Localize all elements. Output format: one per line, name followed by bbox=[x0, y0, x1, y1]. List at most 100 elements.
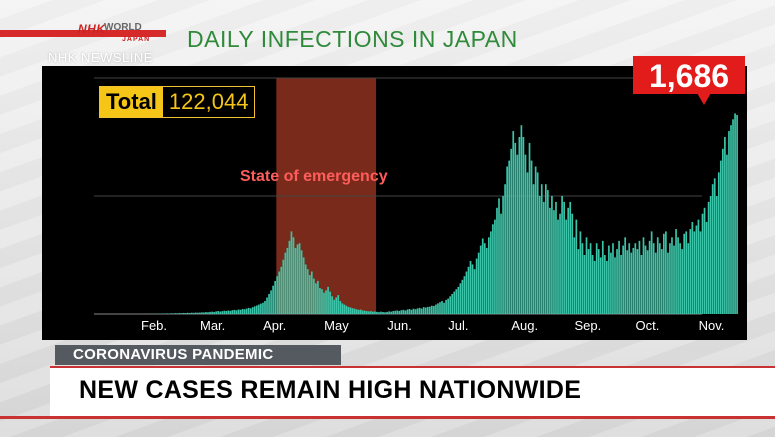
bar-may-3 bbox=[327, 286, 329, 314]
bar-may-6 bbox=[333, 299, 336, 314]
bar-jun-17 bbox=[418, 307, 421, 314]
bar-mar-1 bbox=[199, 312, 201, 314]
bar-apr-23 bbox=[306, 269, 309, 314]
bar-nov-16 bbox=[728, 131, 730, 314]
bar-oct-29 bbox=[691, 221, 694, 314]
bar-jul-18 bbox=[481, 238, 484, 314]
bar-apr-5 bbox=[270, 290, 272, 314]
bar-apr-14 bbox=[288, 240, 291, 314]
bar-jun-15 bbox=[414, 309, 417, 314]
program-tag: CORONAVIRUS PANDEMIC bbox=[55, 345, 341, 365]
bar-mar-11 bbox=[219, 311, 222, 314]
bar-feb-20 bbox=[178, 313, 181, 314]
bar-mar-4 bbox=[205, 312, 207, 314]
bar-oct-28 bbox=[689, 229, 692, 314]
bar-may-14 bbox=[349, 307, 352, 314]
total-label: Total bbox=[100, 87, 163, 117]
bar-feb-29 bbox=[196, 312, 199, 314]
bar-oct-16 bbox=[665, 231, 667, 314]
bar-nov-11 bbox=[717, 172, 720, 314]
bar-aug-25 bbox=[559, 213, 561, 314]
bar-mar-26 bbox=[249, 308, 252, 314]
bar-jul-9 bbox=[463, 276, 466, 314]
bar-sep-26 bbox=[624, 237, 627, 314]
bar-oct-13 bbox=[658, 243, 661, 314]
bar-jul-29 bbox=[504, 184, 506, 314]
bar-apr-9 bbox=[278, 271, 281, 314]
bar-mar-3 bbox=[203, 312, 205, 314]
bar-apr-18 bbox=[296, 244, 299, 314]
bar-sep-16 bbox=[603, 255, 606, 314]
bar-aug-19 bbox=[547, 190, 549, 314]
bar-mar-10 bbox=[217, 311, 220, 314]
bar-oct-18 bbox=[669, 243, 671, 314]
bar-jun-30 bbox=[445, 299, 447, 314]
bar-aug-10 bbox=[528, 142, 531, 314]
bar-may-2 bbox=[325, 290, 327, 314]
bar-apr-1 bbox=[262, 302, 264, 314]
bar-apr-28 bbox=[317, 280, 319, 314]
state-of-emergency-label: State of emergency bbox=[240, 168, 388, 185]
bar-feb-27 bbox=[192, 312, 195, 314]
bar-aug-31 bbox=[571, 213, 574, 314]
bar-apr-15 bbox=[290, 231, 293, 314]
bar-nov-10 bbox=[715, 196, 718, 314]
bar-jun-8 bbox=[400, 310, 403, 314]
bar-feb-16 bbox=[170, 313, 173, 314]
bar-nov-7 bbox=[709, 196, 712, 314]
bar-jul-1 bbox=[447, 298, 449, 314]
bar-mar-28 bbox=[253, 306, 256, 314]
y-tick-label-2000: 2,000 bbox=[44, 68, 80, 84]
bar-aug-7 bbox=[522, 137, 525, 314]
bar-jun-25 bbox=[435, 304, 437, 314]
bar-sep-28 bbox=[628, 243, 631, 314]
bar-jul-10 bbox=[465, 271, 468, 314]
newsline-watermark: NHK NEWSLINE bbox=[48, 50, 153, 65]
bar-apr-2 bbox=[264, 301, 266, 314]
bar-aug-28 bbox=[565, 219, 568, 314]
bar-nov-14 bbox=[724, 137, 726, 314]
bar-jun-16 bbox=[416, 308, 419, 314]
logo-red-bar bbox=[0, 30, 166, 37]
bar-nov-12 bbox=[719, 160, 722, 314]
bar-nov-8 bbox=[711, 184, 714, 314]
bar-sep-19 bbox=[610, 252, 612, 314]
bar-feb-22 bbox=[182, 312, 185, 314]
bar-apr-24 bbox=[308, 275, 311, 314]
bar-mar-5 bbox=[207, 312, 209, 314]
bar-nov-4 bbox=[703, 207, 706, 314]
bar-apr-3 bbox=[266, 297, 268, 314]
bar-sep-3 bbox=[577, 249, 580, 314]
bar-may-21 bbox=[363, 310, 366, 314]
bar-sep-25 bbox=[622, 245, 624, 314]
bar-aug-30 bbox=[569, 201, 572, 314]
bar-apr-27 bbox=[315, 283, 317, 314]
x-tick-label-jul: Jul. bbox=[448, 318, 469, 333]
bar-mar-8 bbox=[213, 311, 215, 314]
bar-nov-9 bbox=[713, 178, 716, 314]
bar-oct-2 bbox=[636, 249, 639, 314]
bar-aug-6 bbox=[520, 125, 523, 314]
bar-sep-6 bbox=[583, 255, 586, 314]
bar-nov-13 bbox=[722, 148, 724, 314]
bar-oct-4 bbox=[640, 255, 643, 314]
bar-jul-21 bbox=[487, 237, 490, 314]
bar-jul-25 bbox=[496, 207, 498, 314]
bar-apr-19 bbox=[298, 243, 301, 314]
bar-jul-16 bbox=[477, 252, 480, 314]
bar-may-15 bbox=[351, 308, 354, 314]
bar-nov-6 bbox=[707, 201, 710, 314]
x-tick-label-jun: Jun. bbox=[387, 318, 412, 333]
bar-sep-27 bbox=[626, 250, 629, 314]
bar-nov-2 bbox=[699, 231, 702, 314]
bar-sep-24 bbox=[620, 255, 622, 314]
bar-feb-17 bbox=[172, 313, 175, 314]
bar-oct-23 bbox=[679, 243, 681, 314]
bar-apr-22 bbox=[304, 264, 307, 314]
bar-sep-14 bbox=[599, 257, 602, 314]
total-box: Total 122,044 bbox=[99, 86, 256, 118]
bar-may-23 bbox=[367, 311, 370, 314]
bar-jul-28 bbox=[502, 196, 504, 314]
bar-jun-3 bbox=[390, 311, 392, 314]
bar-sep-12 bbox=[595, 243, 598, 314]
